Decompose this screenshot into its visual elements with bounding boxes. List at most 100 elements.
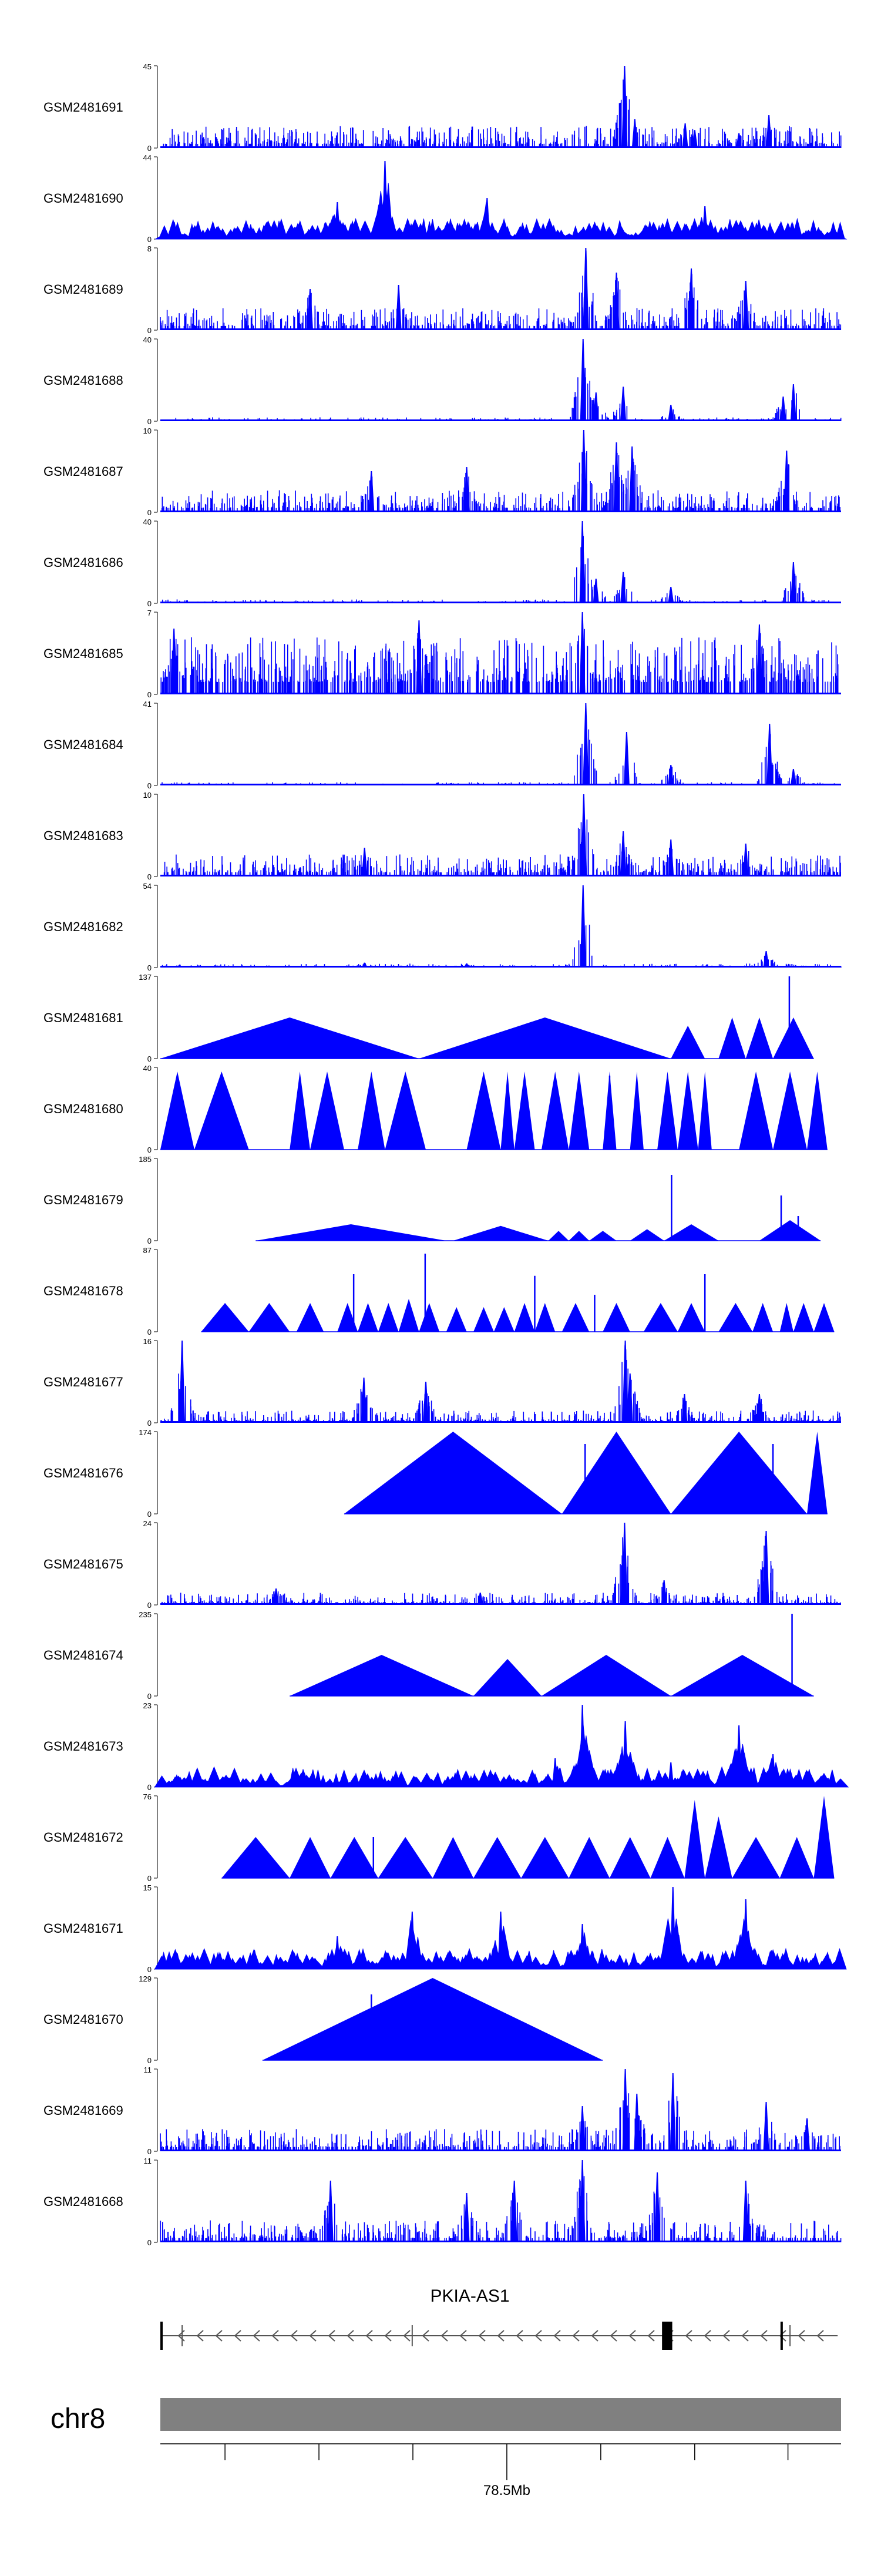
signal-peak <box>361 848 368 876</box>
strand-chevron <box>647 2330 655 2342</box>
y-max-label: 41 <box>143 700 152 708</box>
signal-peak <box>670 1887 676 1969</box>
track-label: GSM2481686 <box>43 555 123 570</box>
strand-chevron <box>553 2330 561 2342</box>
signal-peak <box>620 1560 627 1605</box>
y-max-label: 15 <box>143 1883 152 1892</box>
signal-area <box>262 1978 603 2060</box>
signal-peak <box>579 521 586 603</box>
track-GSM2481670: GSM2481670 129 0 <box>43 1974 603 2065</box>
signal-peak <box>784 451 790 512</box>
signal-peak <box>736 133 742 148</box>
y-min-label: 0 <box>147 2056 152 2065</box>
y-min-label: 0 <box>147 235 152 244</box>
track-label: GSM2481677 <box>43 1375 123 1389</box>
signal-peak <box>477 1593 483 1605</box>
y-max-label: 10 <box>143 426 152 435</box>
y-max-label: 10 <box>143 791 152 800</box>
track-GSM2481684: GSM2481684 41 0 <box>43 700 841 790</box>
signal-peak <box>763 2102 769 2151</box>
y-max-label: 185 <box>139 1155 152 1164</box>
signal-peak <box>327 2181 334 2242</box>
y-min-label: 0 <box>147 326 152 335</box>
signal-area <box>255 1220 821 1241</box>
y-min-label: 0 <box>147 1783 152 1792</box>
strand-chevron <box>441 2330 448 2342</box>
y-max-label: 45 <box>143 62 152 71</box>
signal-peak <box>790 384 796 421</box>
track-label: GSM2481670 <box>43 2012 123 2027</box>
track-GSM2481668: GSM2481668 11 0 <box>43 2157 842 2247</box>
signal-peak <box>395 285 402 330</box>
signal-peak <box>463 963 470 968</box>
strand-chevron <box>309 2330 317 2342</box>
strand-chevron <box>798 2330 805 2342</box>
strand-chevron <box>685 2330 692 2342</box>
signal-peak <box>613 442 620 512</box>
strand-chevron <box>365 2330 373 2342</box>
track-label: GSM2481691 <box>43 100 123 115</box>
y-max-label: 40 <box>143 518 152 526</box>
y-min-label: 0 <box>147 1146 152 1154</box>
track-label: GSM2481684 <box>43 737 123 752</box>
signal-area <box>162 727 839 785</box>
signal-peak <box>742 2181 749 2242</box>
signal-peak <box>621 66 628 148</box>
strand-chevron <box>741 2330 749 2342</box>
signal-baseline <box>160 693 841 694</box>
exon <box>662 2322 672 2350</box>
signal-area <box>160 1345 841 1423</box>
track-label: GSM2481689 <box>43 282 123 297</box>
y-max-label: 40 <box>143 335 152 344</box>
strand-chevron <box>328 2330 335 2342</box>
signal-peak <box>620 572 627 603</box>
y-max-label: 137 <box>139 973 152 982</box>
y-min-label: 0 <box>147 963 152 972</box>
signal-peak <box>593 392 599 421</box>
signal-peak <box>361 1378 367 1423</box>
strand-chevron <box>816 2330 824 2342</box>
chromosome-label: chr8 <box>51 2403 105 2434</box>
track-label: GSM2481690 <box>43 191 123 206</box>
signal-peak <box>766 115 772 148</box>
strand-chevron <box>384 2330 392 2342</box>
signal-peak <box>583 703 589 785</box>
track-label: GSM2481675 <box>43 1557 123 1571</box>
track-label: GSM2481672 <box>43 1830 123 1845</box>
strand-chevron <box>215 2330 223 2342</box>
y-min-label: 0 <box>147 1601 152 1610</box>
chromosome-band <box>160 2398 841 2431</box>
y-min-label: 0 <box>147 2238 152 2247</box>
track-GSM2481681: GSM2481681 137 0 <box>43 973 814 1063</box>
signal-peak <box>790 769 796 785</box>
track-GSM2481687: GSM2481687 10 0 <box>43 426 841 517</box>
signal-peak <box>763 951 769 968</box>
y-min-label: 0 <box>147 1692 152 1701</box>
y-max-label: 8 <box>147 244 152 253</box>
signal-peak <box>613 273 620 330</box>
signal-area <box>162 536 838 603</box>
signal-peak <box>179 1341 186 1423</box>
genome-axis-tick-label: 78.5Mb <box>483 2483 530 2498</box>
strand-chevron <box>196 2330 204 2342</box>
signal-peak <box>579 1705 586 1787</box>
track-GSM2481678: GSM2481678 87 0 <box>43 1246 835 1336</box>
signal-peak <box>668 405 674 421</box>
y-max-label: 76 <box>143 1792 152 1801</box>
signal-peak <box>361 962 368 968</box>
track-GSM2481691: GSM2481691 45 0 <box>43 62 842 153</box>
signal-peak <box>620 831 627 876</box>
y-max-label: 24 <box>143 1519 152 1528</box>
signal-area <box>221 1796 835 1878</box>
signal-peak <box>742 281 749 330</box>
signal-area <box>201 1299 835 1332</box>
strand-chevron <box>760 2330 768 2342</box>
track-label: GSM2481685 <box>43 646 123 661</box>
signal-peak <box>620 387 627 421</box>
signal-peak <box>661 1580 667 1605</box>
y-min-label: 0 <box>147 417 152 426</box>
signal-peak <box>756 624 762 694</box>
y-max-label: 44 <box>143 153 152 162</box>
